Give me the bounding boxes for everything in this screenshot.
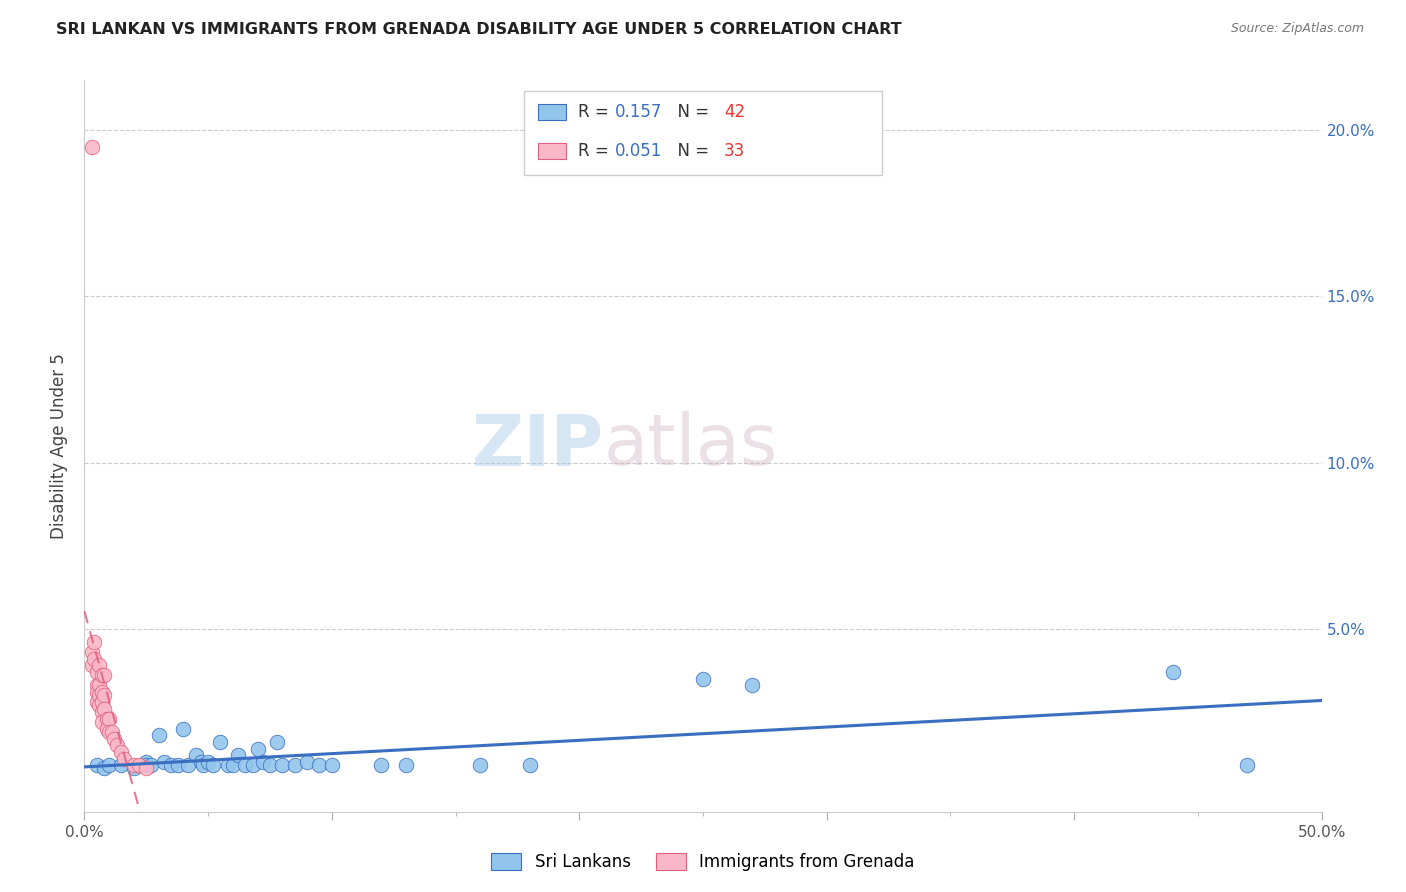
Point xyxy=(110,745,132,759)
Text: ZIP: ZIP xyxy=(472,411,605,481)
Point xyxy=(233,758,256,772)
Point xyxy=(259,758,281,772)
Point xyxy=(266,735,288,749)
Text: N =: N = xyxy=(666,142,714,161)
Text: N =: N = xyxy=(666,103,714,120)
Point xyxy=(741,678,763,692)
Point xyxy=(252,755,274,769)
Point xyxy=(110,758,132,772)
Point xyxy=(160,758,183,772)
Point xyxy=(370,758,392,772)
Point xyxy=(395,758,418,772)
Text: Source: ZipAtlas.com: Source: ZipAtlas.com xyxy=(1230,22,1364,36)
Legend: Sri Lankans, Immigrants from Grenada: Sri Lankans, Immigrants from Grenada xyxy=(484,845,922,880)
Point xyxy=(86,665,108,679)
Point xyxy=(86,685,108,699)
Point xyxy=(122,762,145,776)
Point xyxy=(90,668,112,682)
Point xyxy=(184,748,207,763)
Point xyxy=(90,705,112,719)
Point xyxy=(128,758,150,772)
Point xyxy=(246,741,269,756)
Text: R =: R = xyxy=(578,103,614,120)
Point xyxy=(90,695,112,709)
Text: SRI LANKAN VS IMMIGRANTS FROM GRENADA DISABILITY AGE UNDER 5 CORRELATION CHART: SRI LANKAN VS IMMIGRANTS FROM GRENADA DI… xyxy=(56,22,901,37)
Point xyxy=(148,728,170,742)
Point xyxy=(191,758,214,772)
Text: atlas: atlas xyxy=(605,411,779,481)
Point xyxy=(217,758,239,772)
Text: 42: 42 xyxy=(724,103,745,120)
Point xyxy=(89,689,111,703)
Point xyxy=(242,758,264,772)
Point xyxy=(96,712,118,726)
Point xyxy=(1236,758,1258,772)
Point xyxy=(321,758,343,772)
Point xyxy=(86,758,108,772)
Point xyxy=(295,755,318,769)
Point xyxy=(222,758,245,772)
Point xyxy=(93,689,115,703)
Point xyxy=(93,701,115,715)
Point xyxy=(103,731,125,746)
Point xyxy=(177,758,200,772)
Point xyxy=(98,712,121,726)
Point xyxy=(89,658,111,673)
Point xyxy=(89,698,111,713)
Point xyxy=(141,758,163,772)
Point xyxy=(100,725,122,739)
Text: 0.157: 0.157 xyxy=(616,103,662,120)
Point xyxy=(167,758,190,772)
FancyBboxPatch shape xyxy=(523,91,883,176)
Point xyxy=(308,758,330,772)
FancyBboxPatch shape xyxy=(538,103,565,120)
Y-axis label: Disability Age Under 5: Disability Age Under 5 xyxy=(49,353,67,539)
Point xyxy=(86,695,108,709)
Point xyxy=(80,645,103,659)
Point xyxy=(93,762,115,776)
Point xyxy=(122,758,145,772)
Point xyxy=(172,722,194,736)
Point xyxy=(226,748,249,763)
Text: 33: 33 xyxy=(724,142,745,161)
Point xyxy=(89,678,111,692)
Text: 0.051: 0.051 xyxy=(616,142,662,161)
Point xyxy=(98,758,121,772)
Point xyxy=(692,672,714,686)
Point xyxy=(519,758,541,772)
Point xyxy=(83,652,105,666)
Point xyxy=(135,762,157,776)
Point xyxy=(271,758,294,772)
Point xyxy=(284,758,307,772)
Point xyxy=(98,725,121,739)
Point xyxy=(83,635,105,649)
Point xyxy=(86,678,108,692)
Point xyxy=(197,755,219,769)
FancyBboxPatch shape xyxy=(538,144,565,160)
Point xyxy=(152,755,174,769)
Point xyxy=(1161,665,1184,679)
Point xyxy=(190,755,212,769)
Point xyxy=(80,140,103,154)
Point xyxy=(96,722,118,736)
Point xyxy=(80,658,103,673)
Point xyxy=(93,668,115,682)
Point xyxy=(135,758,157,772)
Point xyxy=(209,735,232,749)
Point xyxy=(202,758,225,772)
Point xyxy=(112,751,135,765)
Point xyxy=(105,738,128,752)
Point xyxy=(90,685,112,699)
Point xyxy=(90,714,112,729)
Text: R =: R = xyxy=(578,142,614,161)
Point xyxy=(470,758,492,772)
Point xyxy=(135,755,157,769)
